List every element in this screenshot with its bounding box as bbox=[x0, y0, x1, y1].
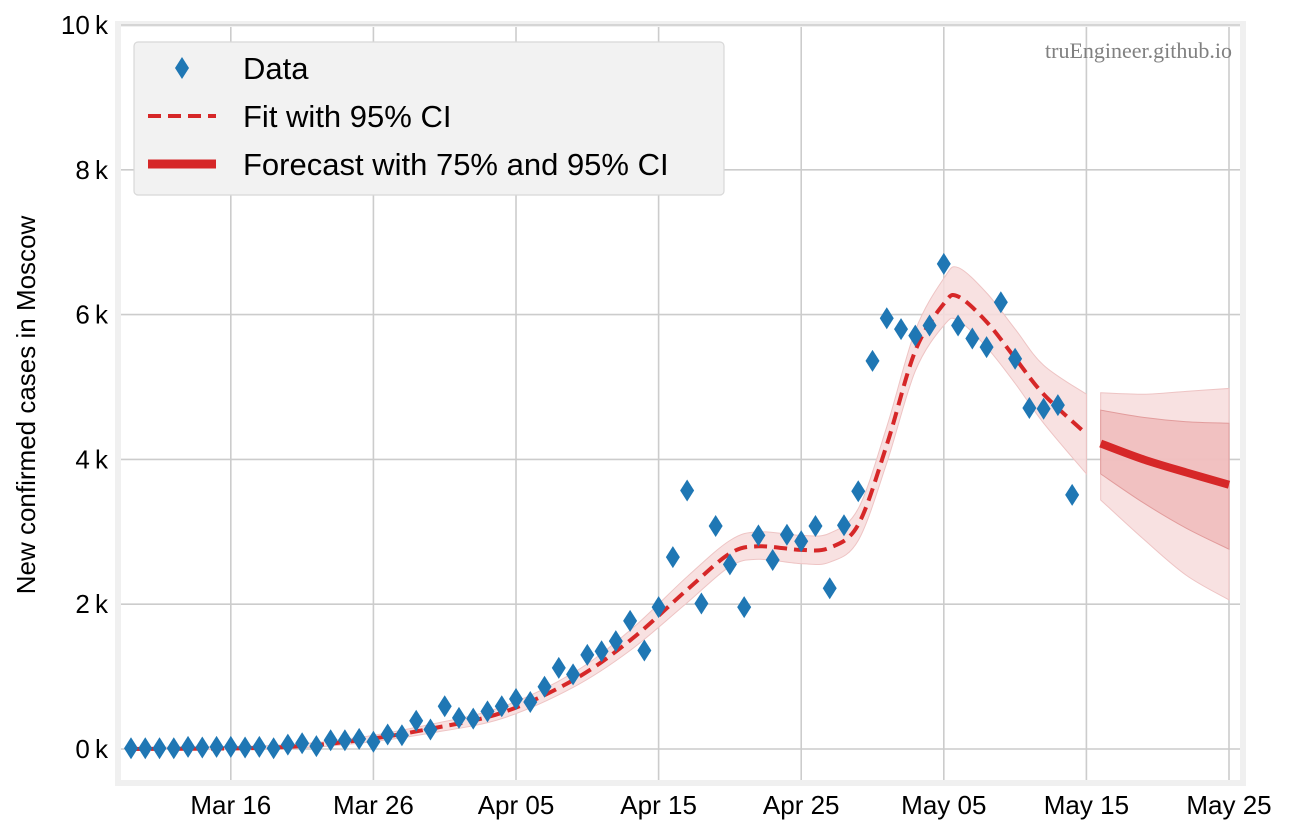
data-point bbox=[1050, 394, 1065, 417]
data-point bbox=[665, 546, 680, 569]
data-point bbox=[1036, 397, 1051, 420]
data-point bbox=[509, 688, 524, 711]
legend-label: Data bbox=[243, 51, 309, 86]
legend-label: Fit with 95% CI bbox=[243, 99, 451, 134]
data-point bbox=[238, 736, 253, 759]
data-point bbox=[1022, 396, 1037, 419]
y-tick-label: 10 k bbox=[61, 10, 109, 40]
data-point bbox=[836, 514, 851, 537]
y-tick-label: 2 k bbox=[75, 589, 109, 619]
data-point bbox=[936, 252, 951, 275]
data-point bbox=[623, 609, 638, 632]
x-tick-label: Mar 16 bbox=[190, 790, 271, 820]
data-point bbox=[851, 480, 866, 503]
data-point bbox=[566, 663, 581, 686]
data-point bbox=[879, 307, 894, 330]
data-points bbox=[124, 252, 1080, 760]
data-point bbox=[951, 314, 966, 337]
data-point bbox=[166, 737, 181, 760]
data-point bbox=[794, 530, 809, 553]
data-point bbox=[480, 700, 495, 723]
confidence-bands bbox=[130, 266, 1230, 750]
x-tick-label: Apr 05 bbox=[478, 790, 555, 820]
x-tick-label: Apr 15 bbox=[620, 790, 697, 820]
data-point bbox=[993, 291, 1008, 314]
data-point bbox=[295, 732, 310, 755]
data-point bbox=[594, 640, 609, 663]
x-tick-label: May 15 bbox=[1044, 790, 1129, 820]
data-point bbox=[409, 709, 424, 732]
data-point bbox=[822, 577, 837, 600]
data-point bbox=[366, 730, 381, 753]
data-point bbox=[323, 729, 338, 752]
data-point bbox=[580, 643, 595, 666]
data-point bbox=[380, 723, 395, 746]
data-point bbox=[1008, 347, 1023, 370]
data-point bbox=[808, 515, 823, 538]
data-point bbox=[494, 695, 509, 718]
data-point bbox=[152, 737, 167, 760]
data-point bbox=[765, 549, 780, 572]
data-point bbox=[608, 630, 623, 653]
data-point bbox=[209, 735, 224, 758]
data-point bbox=[1065, 483, 1080, 506]
data-point bbox=[737, 596, 752, 619]
data-point bbox=[708, 515, 723, 538]
data-point bbox=[751, 524, 766, 547]
y-tick-label: 0 k bbox=[75, 734, 109, 764]
data-point bbox=[181, 735, 196, 758]
fit-ci-band bbox=[130, 266, 1087, 750]
data-point bbox=[551, 656, 566, 679]
data-point bbox=[223, 735, 238, 758]
data-point bbox=[280, 733, 295, 756]
data-point bbox=[694, 592, 709, 615]
data-point bbox=[451, 706, 466, 729]
forecast-75-ci-band bbox=[1100, 409, 1230, 550]
data-point bbox=[979, 336, 994, 359]
data-point bbox=[722, 553, 737, 576]
data-point bbox=[309, 735, 324, 758]
data-point bbox=[908, 324, 923, 347]
x-tick-label: May 05 bbox=[901, 790, 986, 820]
legend-box bbox=[133, 41, 725, 196]
legend: Data Fit with 95% CI Forecast with 75% and… bbox=[133, 41, 725, 196]
x-tick-label: May 25 bbox=[1186, 790, 1271, 820]
x-tick-label: Mar 26 bbox=[333, 790, 414, 820]
data-point bbox=[523, 690, 538, 713]
data-point bbox=[423, 718, 438, 741]
data-point bbox=[352, 727, 367, 750]
y-axis-label: New confirmed cases in Moscow bbox=[11, 215, 41, 594]
y-tick-label: 4 k bbox=[75, 444, 109, 474]
data-point bbox=[266, 737, 281, 760]
watermark: truEngineer.github.io bbox=[1045, 38, 1232, 63]
axes: Mar 16 Mar 26 Apr 05 Apr 15 Apr 25 May 05 May … bbox=[61, 10, 1272, 820]
x-tick-label: Apr 25 bbox=[763, 790, 840, 820]
data-point bbox=[195, 736, 210, 759]
legend-data-marker bbox=[175, 57, 189, 79]
y-tick-label: 6 k bbox=[75, 300, 109, 330]
fit-lines bbox=[130, 293, 1231, 751]
data-point bbox=[138, 737, 153, 760]
legend-label: Forecast with 75% and 95% CI bbox=[243, 147, 669, 182]
data-point bbox=[437, 695, 452, 718]
data-point bbox=[394, 724, 409, 747]
data-point bbox=[337, 729, 352, 752]
data-point bbox=[651, 596, 666, 619]
data-point bbox=[537, 675, 552, 698]
y-tick-label: 8 k bbox=[75, 155, 109, 185]
data-point bbox=[637, 639, 652, 662]
data-point bbox=[252, 735, 267, 758]
data-point bbox=[779, 523, 794, 546]
data-point bbox=[680, 479, 695, 502]
forecast-line bbox=[1099, 439, 1231, 489]
data-point bbox=[865, 349, 880, 372]
data-point bbox=[894, 318, 909, 341]
fit-line bbox=[130, 293, 1088, 751]
data-point bbox=[922, 314, 937, 337]
data-point bbox=[466, 707, 481, 730]
data-point bbox=[124, 737, 138, 760]
data-point bbox=[965, 327, 980, 350]
